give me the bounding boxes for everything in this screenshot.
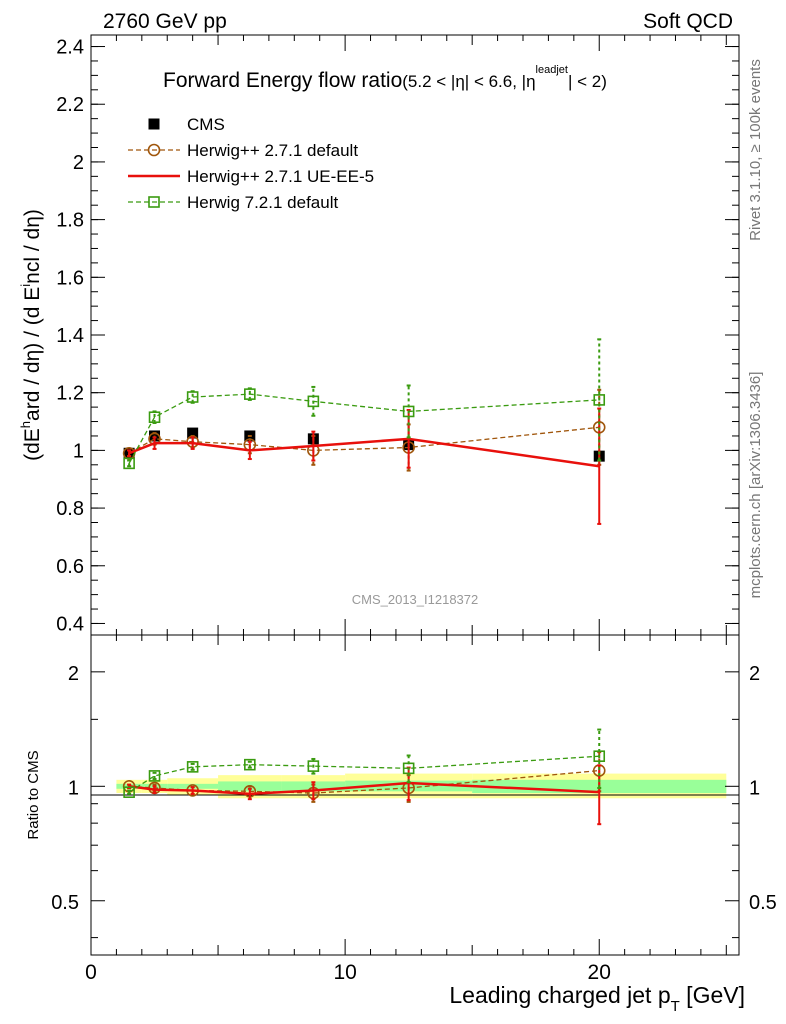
main-y-tick-label: 0.4 [56, 613, 84, 635]
x-axis-ticks: 0 10 20 [85, 961, 611, 984]
ratio-y-tick-label-left: 1 [68, 777, 79, 799]
main-data-point [402, 405, 415, 418]
x-tick-label: 0 [85, 961, 97, 984]
legend-label: CMS [187, 115, 225, 134]
main-series-line [128, 426, 600, 454]
ratio-data-point [186, 761, 199, 773]
ratio-series-2 [123, 728, 606, 798]
legend-label: Herwig++ 2.7.1 default [187, 141, 358, 160]
chart-title-cut-prefix: (5.2 < |η| < 6.6, |η [402, 72, 535, 91]
main-y-tick-label: 2 [73, 152, 84, 174]
legend-marker [148, 118, 160, 130]
chart-title-cut-sup: leadjet [536, 64, 568, 76]
main-y-tick-label: 1.4 [56, 325, 84, 347]
energy-label: 2760 GeV pp [103, 10, 227, 33]
main-y-tick-label: 1.6 [56, 267, 84, 289]
main-data-point [244, 388, 256, 400]
legend: CMS Herwig++ 2.7.1 default Herwig++ 2.7.1 … [128, 115, 374, 212]
ratio-y-tick-label-right: 2 [749, 663, 760, 685]
ratio-y-axis-label: Ratio to CMS [25, 750, 42, 839]
legend-label: Herwig++ 2.7.1 UE-EE-5 [187, 167, 374, 186]
main-series-line [128, 393, 600, 464]
main-y-tick-label: 1 [73, 440, 84, 462]
x-tick-label: 20 [588, 961, 611, 984]
ratio-data-point [402, 762, 415, 775]
ratio-panel-frame [90, 634, 740, 956]
main-data-point [186, 391, 199, 403]
ratio-series-layer [122, 728, 606, 826]
main-data-point [307, 395, 320, 408]
ratio-panel: 0.5 0.5 1 1 2 2 Ratio to CMS [25, 634, 777, 956]
main-series-line [128, 437, 600, 468]
main-y-tick-label: 0.8 [56, 498, 84, 520]
main-series-layer [122, 338, 606, 525]
main-panel: 0.4 0.6 0.8 1 1.2 1.4 1.6 1.8 2 2.2 2.4 CMS_2013_I… [18, 34, 740, 636]
main-data-point [593, 394, 606, 406]
ratio-data-point [123, 786, 135, 798]
mcplots-label: mcplots.cern.ch [arXiv:1306.3436] [747, 372, 764, 599]
main-data-point [148, 411, 161, 424]
main-series-3 [123, 338, 606, 470]
main-series-2 [127, 407, 602, 525]
legend-marker [147, 143, 161, 157]
chart-title-cut-suffix: | < 2) [568, 72, 607, 91]
main-y-tick-label: 0.6 [56, 556, 84, 578]
main-y-tick-label: 2.4 [56, 37, 84, 59]
main-data-point [187, 427, 199, 439]
ratio-data-point [307, 760, 320, 772]
chart-title: Forward Energy flow ratio(5.2 < |η| < 6.… [163, 64, 607, 92]
ratio-y-tick-label-left: 0.5 [51, 892, 79, 914]
ratio-data-point [593, 750, 606, 762]
x-tick-label: 10 [333, 961, 356, 984]
main-y-axis-label: (dEhard / dη) / (d Eincl / dη) [18, 209, 44, 461]
ratio-data-point [244, 758, 256, 771]
rivet-version-label: Rivet 3.1.10, ≥ 100k events [747, 59, 764, 241]
ratio-y-tick-label-right: 0.5 [749, 892, 777, 914]
main-y-tick-label: 1.8 [56, 210, 84, 232]
main-y-tick-label: 1.2 [56, 383, 84, 405]
main-axis-ticks: 0.4 0.6 0.8 1 1.2 1.4 1.6 1.8 2 2.2 2.4 [56, 35, 739, 635]
ratio-y-tick-label-right: 1 [749, 777, 760, 799]
x-axis-label: Leading charged jet pT [GeV] [449, 982, 745, 1015]
legend-marker [148, 196, 160, 208]
main-data-point [123, 457, 135, 470]
ratio-y-tick-label-left: 2 [68, 663, 79, 685]
analysis-watermark: CMS_2013_I1218372 [352, 592, 479, 607]
ratio-axis-ticks: 0.5 0.5 1 1 2 2 [51, 635, 777, 955]
ratio-data-point [148, 770, 161, 782]
chart-title-main: Forward Energy flow ratio [163, 69, 402, 92]
main-y-tick-label: 2.2 [56, 94, 84, 116]
legend-label: Herwig 7.2.1 default [187, 193, 338, 212]
category-label: Soft QCD [643, 10, 733, 33]
